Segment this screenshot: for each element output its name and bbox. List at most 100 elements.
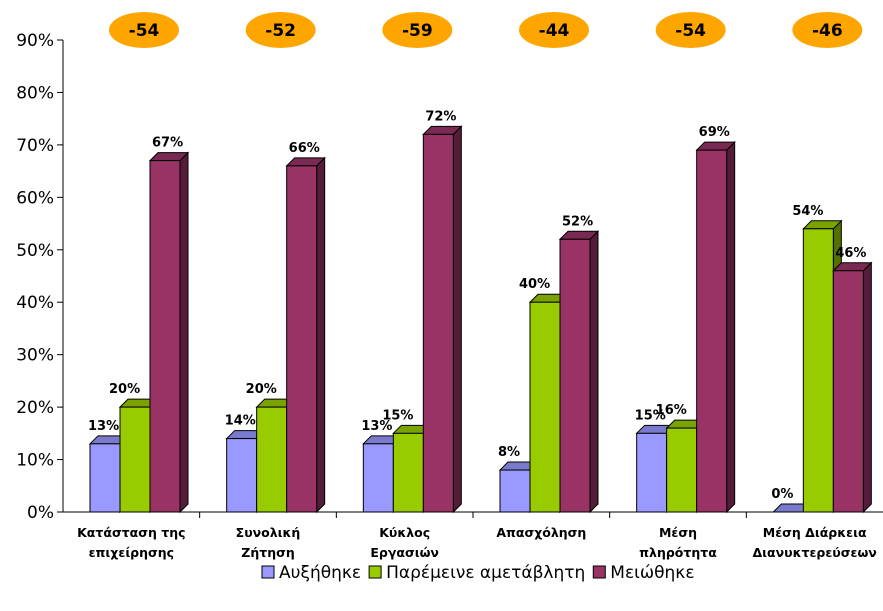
data-label: 67%	[152, 136, 183, 151]
category-label: Κύκλος	[379, 525, 430, 540]
legend-swatch	[592, 565, 606, 579]
y-tick-label: 90%	[16, 31, 54, 51]
y-tick-label: 0%	[27, 503, 54, 523]
data-label: 0%	[771, 487, 793, 502]
balance-badge: -54	[655, 12, 726, 48]
data-labels: 13%20%67%14%20%66%13%15%72%8%40%52%15%16…	[88, 109, 866, 502]
balance-badge: -54	[109, 12, 179, 48]
badge-shape	[109, 12, 179, 48]
legend-item: Παρέμεινε αμετάβλητη	[368, 563, 585, 583]
y-tick-label: 40%	[16, 293, 54, 313]
bar-front	[362, 443, 394, 513]
y-axis: 0% 10% 20% 30% 40% 50% 60% 70% 80% 90%	[16, 31, 64, 523]
x-axis: Κατάσταση της επιχείρησης Συνολική Ζήτηση Κύ…	[63, 511, 883, 560]
legend: Αυξήθηκε Παρέμεινε αμετάβλητη Μειώθηκε	[261, 563, 695, 583]
badge-shape	[519, 12, 589, 48]
y-tick-label: 50%	[16, 241, 54, 261]
category-label: πληρότητα	[639, 545, 717, 560]
data-label: 15%	[635, 408, 666, 423]
bar	[695, 140, 736, 514]
data-label: 40%	[519, 277, 550, 292]
badge-value: -54	[129, 21, 160, 41]
bar-front	[392, 432, 424, 513]
bar-front	[832, 270, 864, 513]
data-label: 15%	[382, 408, 413, 423]
category-label: Κατάσταση της	[77, 525, 185, 540]
bar-side	[726, 140, 736, 514]
y-tick-label: 70%	[16, 136, 54, 156]
category-label: Μέση Διάρκεια	[763, 525, 867, 540]
bar-front	[499, 469, 531, 513]
badge-shape	[655, 12, 726, 48]
badge-shape	[382, 12, 453, 48]
bar-front	[226, 438, 258, 513]
data-label: 46%	[835, 246, 866, 261]
y-tick-label: 30%	[16, 346, 54, 366]
badge-value: -54	[675, 21, 706, 41]
legend-label: Παρέμεινε αμετάβλητη	[386, 563, 585, 583]
category-label: Διανυκτερεύσεων	[753, 545, 877, 560]
y-tick-label: 60%	[16, 188, 54, 208]
legend-label: Αυξήθηκε	[279, 563, 361, 583]
legend-swatch	[368, 565, 382, 579]
bar-front	[256, 406, 288, 513]
data-label: 69%	[699, 125, 730, 140]
bar-front	[559, 238, 591, 513]
data-label: 16%	[656, 403, 687, 418]
bar	[558, 230, 600, 514]
bar	[285, 156, 326, 514]
bar-front	[422, 133, 454, 513]
bar	[148, 151, 190, 514]
badge-shape	[245, 12, 316, 48]
bar-front	[696, 149, 728, 513]
legend-label: Μειώθηκε	[610, 563, 694, 583]
data-label: 54%	[792, 204, 823, 219]
balance-badges: -54 -52 -59 -44 -54 -46	[109, 12, 863, 48]
legend-item: Μειώθηκε	[592, 563, 695, 583]
category-label: Μέση	[659, 525, 697, 540]
category-label: Συνολική	[236, 525, 301, 540]
bar-front	[89, 443, 121, 513]
bar-side	[862, 261, 872, 514]
bar-side	[179, 151, 189, 514]
bar-front	[149, 160, 181, 513]
bar-side	[452, 125, 462, 514]
bar-front	[802, 228, 834, 513]
balance-badge: -44	[519, 12, 589, 48]
bars	[88, 125, 873, 514]
balance-badge: -52	[245, 12, 316, 48]
balance-badge: -59	[382, 12, 453, 48]
badge-value: -59	[402, 21, 433, 41]
bar-front	[286, 165, 318, 513]
bar-front	[119, 406, 151, 513]
badge-shape	[792, 12, 863, 48]
data-label: 13%	[88, 419, 119, 434]
bar-front	[636, 432, 668, 513]
bar-side	[589, 230, 599, 514]
bar-front	[529, 301, 561, 513]
data-label: 72%	[425, 109, 456, 124]
data-label: 66%	[289, 141, 320, 156]
y-tick-label: 10%	[16, 451, 54, 471]
y-tick-label: 20%	[16, 398, 54, 418]
data-label: 20%	[246, 382, 277, 397]
y-tick-label: 80%	[16, 83, 54, 103]
category-label: επιχείρησης	[89, 545, 175, 560]
data-label: 20%	[109, 382, 140, 397]
badge-value: -46	[812, 21, 843, 41]
category-label: Απασχόληση	[496, 525, 586, 540]
bar-front	[666, 427, 698, 513]
balance-badge: -46	[792, 12, 863, 48]
badge-value: -44	[539, 21, 570, 41]
bar	[422, 125, 463, 514]
legend-item: Αυξήθηκε	[261, 563, 361, 583]
bar	[832, 261, 873, 514]
badge-value: -52	[265, 21, 296, 41]
data-label: 14%	[225, 414, 256, 429]
category-label: Ζήτηση	[241, 545, 294, 560]
legend-swatch	[261, 565, 275, 579]
data-label: 52%	[562, 214, 593, 229]
bar-side	[316, 156, 326, 514]
data-label: 13%	[361, 419, 392, 434]
